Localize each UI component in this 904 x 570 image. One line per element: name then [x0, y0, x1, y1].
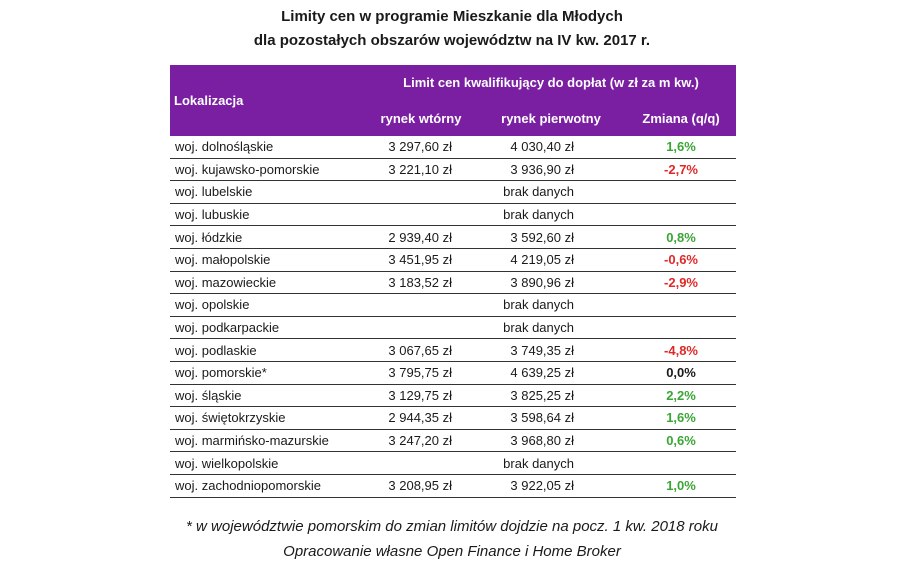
table-row: woj. wielkopolskie brak danych: [170, 451, 737, 475]
secondary-market-value: 3 795,75 zł: [366, 361, 476, 385]
change-value: -0,6%: [626, 248, 737, 272]
primary-market-value: 3 598,64 zł: [476, 406, 626, 430]
change-value: 0,6%: [626, 429, 737, 453]
primary-market-value: 3 922,05 zł: [476, 474, 626, 498]
no-data-label: brak danych: [476, 451, 626, 475]
secondary-market-value: 3 183,52 zł: [366, 271, 476, 295]
table-body: woj. dolnośląskie 3 297,60 zł 4 030,40 zł 1…: [170, 136, 737, 498]
region-name: woj. mazowieckie: [170, 271, 366, 295]
change-value: 0,8%: [626, 225, 737, 249]
primary-market-value: 3 825,25 zł: [476, 384, 626, 408]
table-row: woj. pomorskie* 3 795,75 zł 4 639,25 zł 0,0…: [170, 361, 737, 385]
no-data-label: brak danych: [476, 293, 626, 317]
region-name: woj. podkarpackie: [170, 316, 366, 340]
primary-market-value: 4 639,25 zł: [476, 361, 626, 385]
table-row: woj. podkarpackie brak danych: [170, 316, 737, 340]
secondary-market-value: 3 129,75 zł: [366, 384, 476, 408]
table-row: woj. łódzkie 2 939,40 zł 3 592,60 zł 0,8%: [170, 225, 737, 249]
region-name: woj. lubuskie: [170, 203, 366, 227]
table-row: woj. marmińsko-mazurskie 3 247,20 zł 3 968…: [170, 429, 737, 453]
primary-market-value: 4 030,40 zł: [476, 136, 626, 159]
secondary-market-value: 3 067,65 zł: [366, 338, 476, 362]
change-value: [626, 180, 737, 204]
header-secondary-market: rynek wtórny: [366, 100, 476, 136]
region-name: woj. marmińsko-mazurskie: [170, 429, 366, 453]
secondary-market-value: [366, 293, 476, 317]
primary-market-value: 3 936,90 zł: [476, 158, 626, 182]
table-row: woj. śląskie 3 129,75 zł 3 825,25 zł 2,2%: [170, 384, 737, 408]
primary-market-value: 4 219,05 zł: [476, 248, 626, 272]
region-name: woj. podlaskie: [170, 338, 366, 362]
change-value: 1,6%: [626, 136, 737, 159]
region-name: woj. pomorskie*: [170, 361, 366, 385]
title-line-1: Limity cen w programie Mieszkanie dla Mł…: [281, 8, 623, 25]
table-row: woj. kujawsko-pomorskie 3 221,10 zł 3 936,…: [170, 158, 737, 182]
table-row: woj. lubelskie brak danych: [170, 180, 737, 204]
table-row: woj. lubuskie brak danych: [170, 203, 737, 227]
primary-market-value: 3 749,35 zł: [476, 338, 626, 362]
header-location: Lokalizacja: [170, 65, 366, 136]
change-value: 1,6%: [626, 406, 737, 430]
no-data-label: brak danych: [476, 316, 626, 340]
header-primary-market: rynek pierwotny: [476, 100, 626, 136]
table-row: woj. dolnośląskie 3 297,60 zł 4 030,40 zł 1…: [170, 136, 737, 159]
region-name: woj. wielkopolskie: [170, 451, 366, 475]
secondary-market-value: 3 297,60 zł: [366, 136, 476, 159]
region-name: woj. świętokrzyskie: [170, 406, 366, 430]
change-value: 0,0%: [626, 361, 737, 385]
region-name: woj. małopolskie: [170, 248, 366, 272]
region-name: woj. śląskie: [170, 384, 366, 408]
change-value: [626, 293, 737, 317]
primary-market-value: 3 592,60 zł: [476, 225, 626, 249]
secondary-market-value: 2 939,40 zł: [366, 225, 476, 249]
table-row: woj. małopolskie 3 451,95 zł 4 219,05 zł -0…: [170, 248, 737, 272]
secondary-market-value: 3 221,10 zł: [366, 158, 476, 182]
source-note: Opracowanie własne Open Finance i Home B…: [283, 543, 621, 560]
region-name: woj. kujawsko-pomorskie: [170, 158, 366, 182]
secondary-market-value: 3 247,20 zł: [366, 429, 476, 453]
no-data-label: brak danych: [476, 203, 626, 227]
title-line-2: dla pozostałych obszarów województw na I…: [253, 32, 651, 49]
region-name: woj. dolnośląskie: [170, 136, 366, 159]
table-header: Lokalizacja Limit cen kwalifikujący do d…: [170, 65, 737, 136]
change-value: [626, 203, 737, 227]
region-name: woj. opolskie: [170, 293, 366, 317]
change-value: -4,8%: [626, 338, 737, 362]
header-price-limit-group: Limit cen kwalifikujący do dopłat (w zł …: [366, 65, 737, 100]
primary-market-value: 3 890,96 zł: [476, 271, 626, 295]
region-name: woj. łódzkie: [170, 225, 366, 249]
no-data-label: brak danych: [476, 180, 626, 204]
region-name: woj. zachodniopomorskie: [170, 474, 366, 498]
secondary-market-value: [366, 180, 476, 204]
change-value: -2,9%: [626, 271, 737, 295]
table-row: woj. mazowieckie 3 183,52 zł 3 890,96 zł -2…: [170, 271, 737, 295]
secondary-market-value: 3 208,95 zł: [366, 474, 476, 498]
table-row: woj. zachodniopomorskie 3 208,95 zł 3 922,…: [170, 474, 737, 498]
secondary-market-value: [366, 316, 476, 340]
table-row: woj. opolskie brak danych: [170, 293, 737, 317]
change-value: 1,0%: [626, 474, 737, 498]
primary-market-value: 3 968,80 zł: [476, 429, 626, 453]
change-value: [626, 316, 737, 340]
secondary-market-value: 2 944,35 zł: [366, 406, 476, 430]
table-row: woj. świętokrzyskie 2 944,35 zł 3 598,64 z…: [170, 406, 737, 430]
change-value: -2,7%: [626, 158, 737, 182]
secondary-market-value: 3 451,95 zł: [366, 248, 476, 272]
footnote: * w województwie pomorskim do zmian limi…: [186, 518, 718, 535]
change-value: 2,2%: [626, 384, 737, 408]
secondary-market-value: [366, 451, 476, 475]
price-limits-table: Lokalizacja Limit cen kwalifikujący do d…: [170, 65, 737, 498]
table-row: woj. podlaskie 3 067,65 zł 3 749,35 zł -4,8…: [170, 338, 737, 362]
change-value: [626, 451, 737, 475]
header-change: Zmiana (q/q): [626, 100, 737, 136]
secondary-market-value: [366, 203, 476, 227]
region-name: woj. lubelskie: [170, 180, 366, 204]
